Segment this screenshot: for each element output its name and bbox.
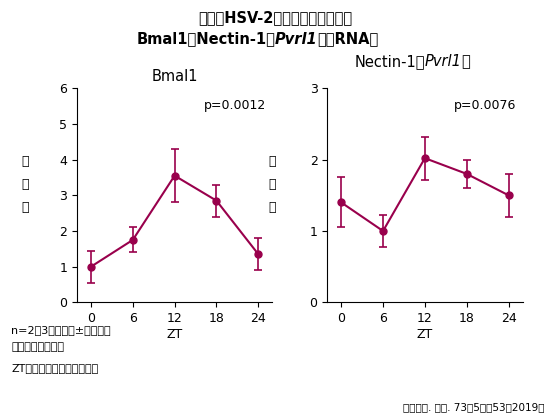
Text: Pvrl1: Pvrl1 [275, 32, 318, 47]
Text: Nectin-1（: Nectin-1（ [354, 54, 425, 69]
Text: ZT：ツァイトゲーバー時間: ZT：ツァイトゲーバー時間 [11, 363, 98, 373]
Text: 量: 量 [21, 202, 29, 214]
Text: Bmal1、Nectin-1（: Bmal1、Nectin-1（ [136, 32, 275, 47]
Text: マウスHSV-2感染部皮膚における: マウスHSV-2感染部皮膚における [198, 10, 352, 26]
Text: Pvrl1: Pvrl1 [425, 54, 462, 69]
Text: 現: 現 [21, 178, 29, 191]
Text: 発: 発 [268, 155, 276, 168]
Text: 現: 現 [268, 178, 276, 191]
Text: p=0.0012: p=0.0012 [204, 99, 266, 112]
Title: Bmal1: Bmal1 [151, 69, 198, 84]
Text: p=0.0076: p=0.0076 [454, 99, 516, 112]
Text: n=2～3　平均値±標準偏差: n=2～3 平均値±標準偏差 [11, 326, 111, 336]
Text: ）のRNA量: ）のRNA量 [318, 32, 379, 47]
Text: 発: 発 [21, 155, 29, 168]
Text: 量: 量 [268, 202, 276, 214]
X-axis label: ZT: ZT [167, 328, 183, 341]
X-axis label: ZT: ZT [417, 328, 433, 341]
Text: ）: ） [462, 54, 470, 69]
Text: 一元配置分散分析: 一元配置分散分析 [11, 342, 64, 352]
Text: 川村龍吉. 臨皮. 73（5増）53（2019）: 川村龍吉. 臨皮. 73（5増）53（2019） [403, 402, 544, 412]
